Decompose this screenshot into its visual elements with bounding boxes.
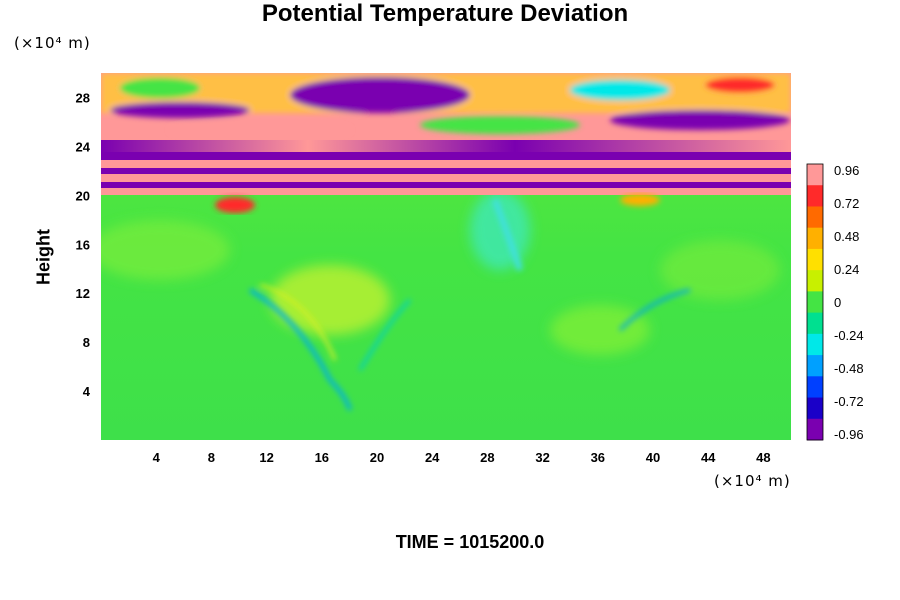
x-tick-label: 20 bbox=[370, 450, 384, 465]
colorbar-swatch bbox=[807, 397, 823, 420]
x-tick-label: 8 bbox=[208, 450, 215, 465]
x-tick-label: 24 bbox=[425, 450, 440, 465]
x-tick-label: 28 bbox=[480, 450, 494, 465]
x-tick-label: 40 bbox=[646, 450, 660, 465]
colorbar-swatch bbox=[807, 185, 823, 207]
colorbar-swatch bbox=[807, 248, 823, 271]
y-tick-label: 20 bbox=[76, 188, 90, 203]
colorbar-tick-label: 0.72 bbox=[834, 196, 859, 211]
y-tick-label: 12 bbox=[76, 286, 90, 301]
x-tick-label: 48 bbox=[756, 450, 770, 465]
x-axis: 4 8 12 16 20 24 28 32 36 40 44 48 bbox=[153, 450, 771, 465]
colorbar-tick-label: -0.96 bbox=[834, 427, 864, 442]
x-tick-label: 32 bbox=[535, 450, 549, 465]
colorbar-tick-label: -0.24 bbox=[834, 328, 864, 343]
colorbar bbox=[806, 163, 824, 441]
colorbar-tick-label: 0 bbox=[834, 295, 841, 310]
colorbar-swatch bbox=[807, 227, 823, 250]
colorbar-swatch bbox=[807, 270, 823, 292]
colorbar-tick-label: 0.48 bbox=[834, 229, 859, 244]
y-tick-label: 8 bbox=[83, 335, 90, 350]
colorbar-swatch bbox=[807, 164, 823, 186]
colorbar-ticks: 0.96 0.72 0.48 0.24 0 -0.24 -0.48 -0.72 -0.96 bbox=[834, 163, 864, 442]
colorbar-swatch bbox=[807, 355, 823, 377]
colorbar-swatch bbox=[807, 291, 823, 314]
colorbar-tick-label: -0.48 bbox=[834, 361, 864, 376]
y-axis-unit: (×10⁴ m) bbox=[14, 34, 91, 52]
colorbar-swatch bbox=[807, 206, 823, 229]
x-axis-unit: (×10⁴ m) bbox=[714, 472, 791, 490]
colorbar-frame bbox=[806, 163, 824, 441]
colorbar-tick-label: -0.72 bbox=[834, 394, 864, 409]
colorbar-swatch bbox=[807, 333, 823, 356]
y-tick-label: 24 bbox=[76, 139, 91, 154]
heatmap-field bbox=[101, 73, 791, 440]
colorbar-tick-label: 0.24 bbox=[834, 262, 859, 277]
y-tick-label: 28 bbox=[76, 90, 90, 105]
x-tick-label: 44 bbox=[701, 450, 716, 465]
x-tick-label: 4 bbox=[153, 450, 161, 465]
y-tick-label: 16 bbox=[76, 237, 90, 252]
x-tick-label: 36 bbox=[591, 450, 605, 465]
y-axis: 4 8 12 16 20 24 28 bbox=[76, 90, 91, 399]
x-tick-label: 12 bbox=[259, 450, 273, 465]
colorbar-tick-label: 0.96 bbox=[834, 163, 859, 178]
y-tick-label: 4 bbox=[83, 384, 91, 399]
colorbar-swatch bbox=[807, 312, 823, 335]
x-tick-label: 16 bbox=[315, 450, 329, 465]
chart-title: Potential Temperature Deviation bbox=[261, 0, 629, 27]
colorbar-swatch bbox=[807, 376, 823, 399]
time-label: TIME = 1015200.0 bbox=[395, 532, 545, 552]
colorbar-swatch bbox=[807, 418, 823, 441]
